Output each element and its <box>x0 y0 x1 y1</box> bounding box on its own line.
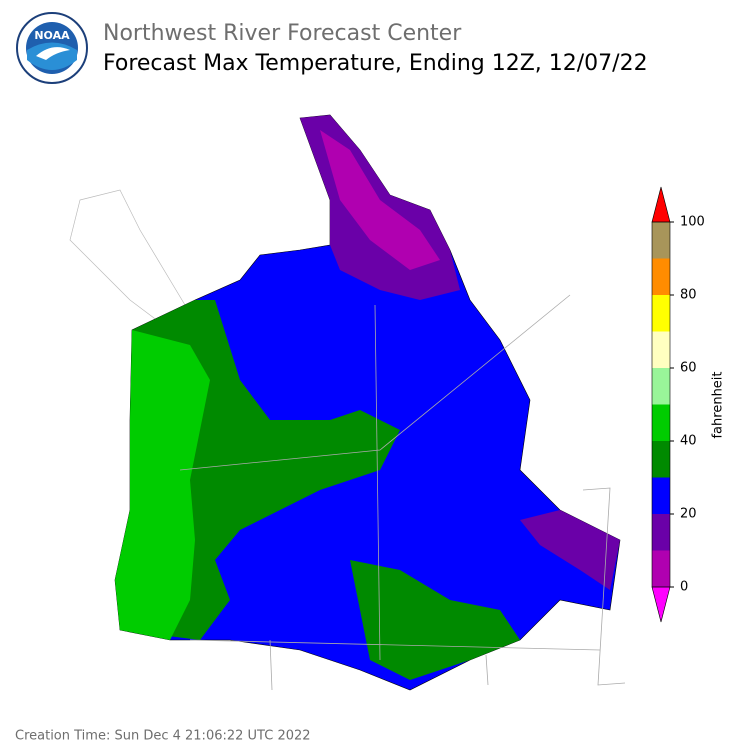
colorbar-bin <box>652 368 670 405</box>
title: Northwest River Forecast Center <box>103 21 462 46</box>
colorbar-over <box>651 186 671 223</box>
colorbar-label: fahrenheit <box>711 371 726 438</box>
colorbar: 0 20 40 60 80 100 <box>651 186 705 623</box>
colorbar-bin <box>652 404 670 441</box>
colorbar-tick-label: 100 <box>680 215 705 230</box>
map <box>69 114 626 691</box>
colorbar-tick-label: 40 <box>680 434 697 449</box>
colorbar-bin <box>652 331 670 368</box>
colorbar-frame <box>651 221 671 588</box>
colorbar-tick-label: 20 <box>680 507 697 522</box>
creation-time: Creation Time: Sun Dec 4 21:06:22 UTC 20… <box>15 729 311 744</box>
colorbar-bin <box>652 477 670 514</box>
colorbar-tick-label: 0 <box>680 580 688 595</box>
subtitle: Forecast Max Temperature, Ending 12Z, 12… <box>103 51 648 76</box>
colorbar-bin <box>652 441 670 478</box>
colorbar-tick-label: 60 <box>680 361 697 376</box>
logo-text: NOAA <box>34 29 70 42</box>
colorbar-under <box>651 586 671 623</box>
colorbar-bin <box>652 295 670 332</box>
colorbar-bin <box>652 222 670 259</box>
colorbar-bin <box>652 514 670 551</box>
colorbar-bin <box>652 550 670 587</box>
logo: NOAA <box>16 12 88 84</box>
colorbar-tick-label: 80 <box>680 288 697 303</box>
colorbar-bin <box>652 258 670 295</box>
